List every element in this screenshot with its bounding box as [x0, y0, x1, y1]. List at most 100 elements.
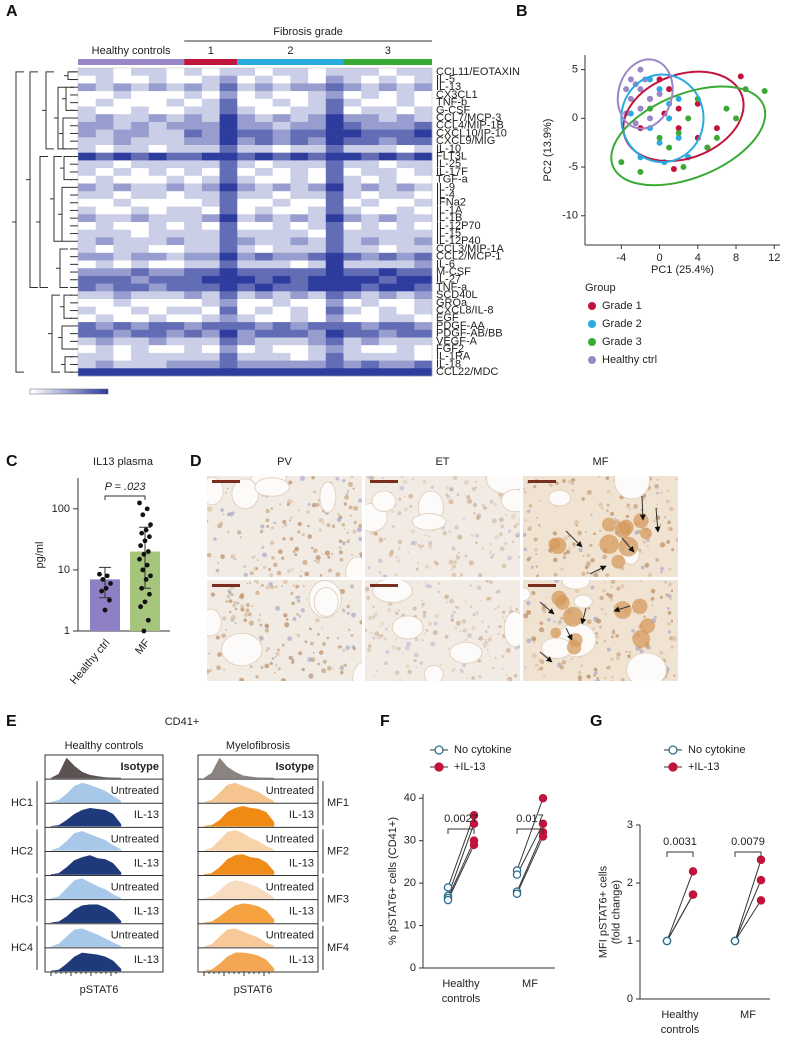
cell	[536, 516, 538, 519]
cell	[276, 648, 280, 652]
heat-cell	[325, 98, 344, 107]
cell	[339, 645, 343, 649]
heat-cell	[237, 160, 256, 169]
cell	[207, 519, 209, 523]
cell	[297, 530, 301, 534]
arrow	[613, 605, 631, 613]
color-key-step	[61, 389, 66, 394]
arrow	[639, 495, 646, 521]
cell	[535, 553, 538, 556]
cell	[668, 506, 674, 512]
heat-cell	[343, 75, 362, 84]
cell	[477, 674, 482, 679]
cell	[365, 499, 366, 501]
panel-label: A	[6, 3, 18, 20]
heat-cell	[255, 121, 273, 130]
cell	[299, 574, 303, 577]
heat-cell	[201, 368, 220, 377]
cell	[367, 648, 372, 653]
heat-cell	[148, 245, 167, 254]
row-label: CXCL8/IL-8	[436, 304, 493, 316]
heat-cell	[148, 68, 167, 76]
scatter-point	[704, 144, 711, 151]
cell	[601, 507, 603, 510]
heat-cell	[219, 222, 238, 230]
heat-cell	[95, 222, 114, 230]
heat-cell	[414, 322, 433, 331]
heat-cell	[378, 98, 397, 107]
cell	[423, 611, 426, 613]
cell	[538, 523, 541, 527]
cell	[342, 479, 346, 483]
heat-cell	[255, 137, 273, 146]
cell	[476, 585, 482, 590]
panel-label: D	[190, 453, 202, 470]
cell	[526, 557, 531, 562]
heat-cell	[148, 268, 167, 277]
heat-cell	[166, 245, 185, 254]
heat-cell	[237, 83, 256, 92]
scale-bar	[528, 584, 556, 587]
cell	[462, 517, 465, 520]
scatter-point	[675, 125, 682, 132]
heat-cell	[184, 368, 203, 377]
cell	[220, 554, 225, 559]
dendrogram-branch	[56, 248, 68, 288]
heat-cell	[131, 222, 150, 230]
cell	[341, 541, 346, 546]
heat-cell	[148, 206, 167, 215]
cell	[613, 630, 615, 633]
row-label: IL-13	[134, 809, 159, 821]
cell	[561, 660, 567, 665]
cell	[593, 572, 599, 577]
heat-cell	[272, 75, 291, 84]
heat-cell	[343, 283, 362, 292]
data-point	[143, 576, 149, 582]
heat-cell	[219, 322, 238, 331]
cell	[401, 476, 404, 479]
data-point	[147, 591, 152, 597]
histogram	[50, 782, 122, 803]
cell	[504, 542, 508, 545]
scatter-point	[637, 105, 644, 112]
heat-cell	[343, 291, 362, 300]
histogram	[203, 928, 275, 948]
cell	[593, 671, 598, 675]
heat-cell	[113, 191, 132, 200]
cell	[296, 599, 301, 603]
heat-cell	[237, 198, 256, 207]
cell	[316, 632, 320, 636]
y-tick-label: 1	[64, 625, 70, 637]
heat-cell	[166, 214, 185, 223]
cell	[527, 509, 531, 513]
cell	[673, 674, 676, 677]
heat-cell	[131, 245, 150, 254]
heat-cell	[148, 98, 167, 107]
cell	[457, 534, 463, 540]
heat-cell	[272, 152, 291, 161]
cell	[586, 674, 591, 679]
heat-cell	[343, 314, 362, 323]
cell	[526, 609, 532, 615]
cell	[256, 581, 259, 585]
heat-cell	[184, 198, 203, 207]
heat-cell	[166, 145, 185, 153]
cell	[419, 546, 423, 549]
cell	[611, 676, 614, 679]
heat-cell	[148, 352, 167, 361]
heat-cell	[78, 168, 96, 177]
chart-title: IL13 plasma	[93, 456, 154, 468]
heat-cell	[272, 206, 291, 215]
data-point	[138, 543, 144, 549]
row-label: Untreated	[111, 882, 159, 894]
row-label: IL-5	[436, 73, 455, 85]
heat-cell	[378, 299, 397, 307]
fat-vacuole	[449, 641, 483, 664]
cell	[670, 619, 674, 623]
fat-vacuole	[231, 478, 260, 510]
heat-cell	[184, 299, 203, 307]
heat-cell	[113, 352, 132, 361]
heat-cell	[272, 222, 291, 230]
heat-cell	[308, 75, 327, 84]
cell	[499, 532, 503, 536]
